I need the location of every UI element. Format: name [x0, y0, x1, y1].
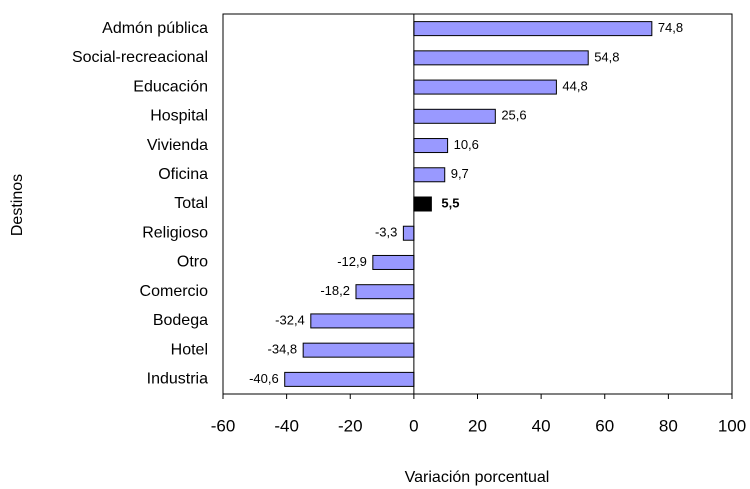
x-tick-label: 80 — [659, 416, 678, 435]
y-tick-label: Social-recreacional — [72, 49, 208, 66]
x-tick-label: -20 — [338, 416, 363, 435]
value-label: -12,9 — [337, 254, 367, 269]
x-axis-title: Variación porcentual — [405, 469, 550, 486]
y-tick-label: Otro — [177, 254, 208, 271]
y-tick-label: Educación — [133, 78, 208, 95]
y-tick-label: Hotel — [171, 341, 208, 358]
y-tick-label: Vivienda — [147, 137, 208, 154]
y-tick-label: Admón pública — [102, 20, 208, 37]
y-axis-title: Destinos — [9, 174, 26, 236]
bar — [302, 342, 415, 358]
value-label: 54,8 — [594, 49, 619, 64]
bar — [413, 108, 496, 124]
x-tick-label: 40 — [532, 416, 551, 435]
bar — [413, 138, 449, 154]
x-tick-label: 60 — [595, 416, 614, 435]
bar — [413, 196, 432, 212]
y-tick-label: Total — [174, 195, 208, 212]
value-label: -32,4 — [275, 312, 305, 327]
y-tick-label: Bodega — [153, 312, 208, 329]
value-label: 10,6 — [454, 137, 479, 152]
y-tick-label: Hospital — [150, 108, 208, 125]
value-label: -34,8 — [268, 342, 298, 357]
plot-frame — [222, 13, 733, 395]
bar — [372, 254, 415, 270]
value-label: 74,8 — [658, 20, 683, 35]
x-tick-label: -40 — [274, 416, 299, 435]
bar — [310, 313, 415, 329]
bar — [413, 79, 557, 95]
x-tick-label: 100 — [718, 416, 746, 435]
bar — [413, 167, 446, 183]
y-tick-label: Oficina — [158, 166, 208, 183]
value-label: 5,5 — [441, 195, 459, 210]
x-tick-label: 20 — [468, 416, 487, 435]
bar — [413, 50, 589, 66]
value-label: 9,7 — [451, 166, 469, 181]
value-label: 44,8 — [562, 79, 587, 94]
x-tick-label: 0 — [409, 416, 418, 435]
x-tick-label: -60 — [211, 416, 236, 435]
bar — [355, 284, 415, 300]
value-label: -40,6 — [249, 371, 279, 386]
y-tick-label: Industria — [147, 371, 208, 388]
bar — [402, 225, 415, 241]
value-label: 25,6 — [501, 108, 526, 123]
value-label: -18,2 — [320, 283, 350, 298]
bar — [284, 371, 415, 387]
y-tick-label: Comercio — [140, 283, 209, 300]
y-tick-label: Religioso — [142, 224, 208, 241]
value-label: -3,3 — [375, 225, 397, 240]
bar — [413, 21, 653, 37]
